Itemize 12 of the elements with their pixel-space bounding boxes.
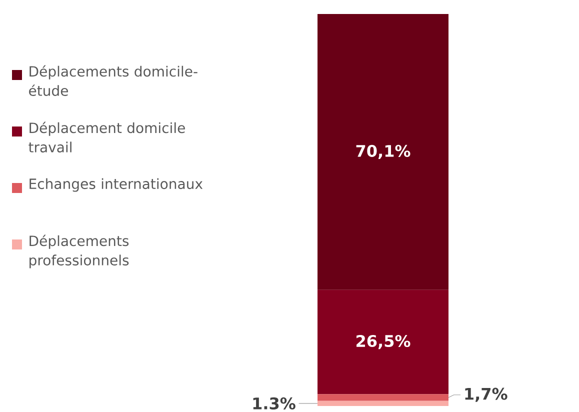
data-label: 1,7% — [465, 388, 508, 402]
data-label: 26,5% — [356, 334, 410, 350]
bar — [318, 394, 448, 401]
data-label: 1.3% — [253, 397, 296, 410]
legend-label: Echanges internationaux — [30, 178, 203, 192]
bar — [318, 400, 448, 406]
bar — [318, 14, 448, 290]
legend-label: Déplacements professionnels — [30, 234, 129, 268]
data-label: 70,1% — [356, 144, 410, 159]
legend-label: Déplacements domicile-étude — [29, 65, 198, 96]
legend-label: Déplacement domicile travail — [28, 122, 185, 152]
bar — [318, 290, 448, 394]
